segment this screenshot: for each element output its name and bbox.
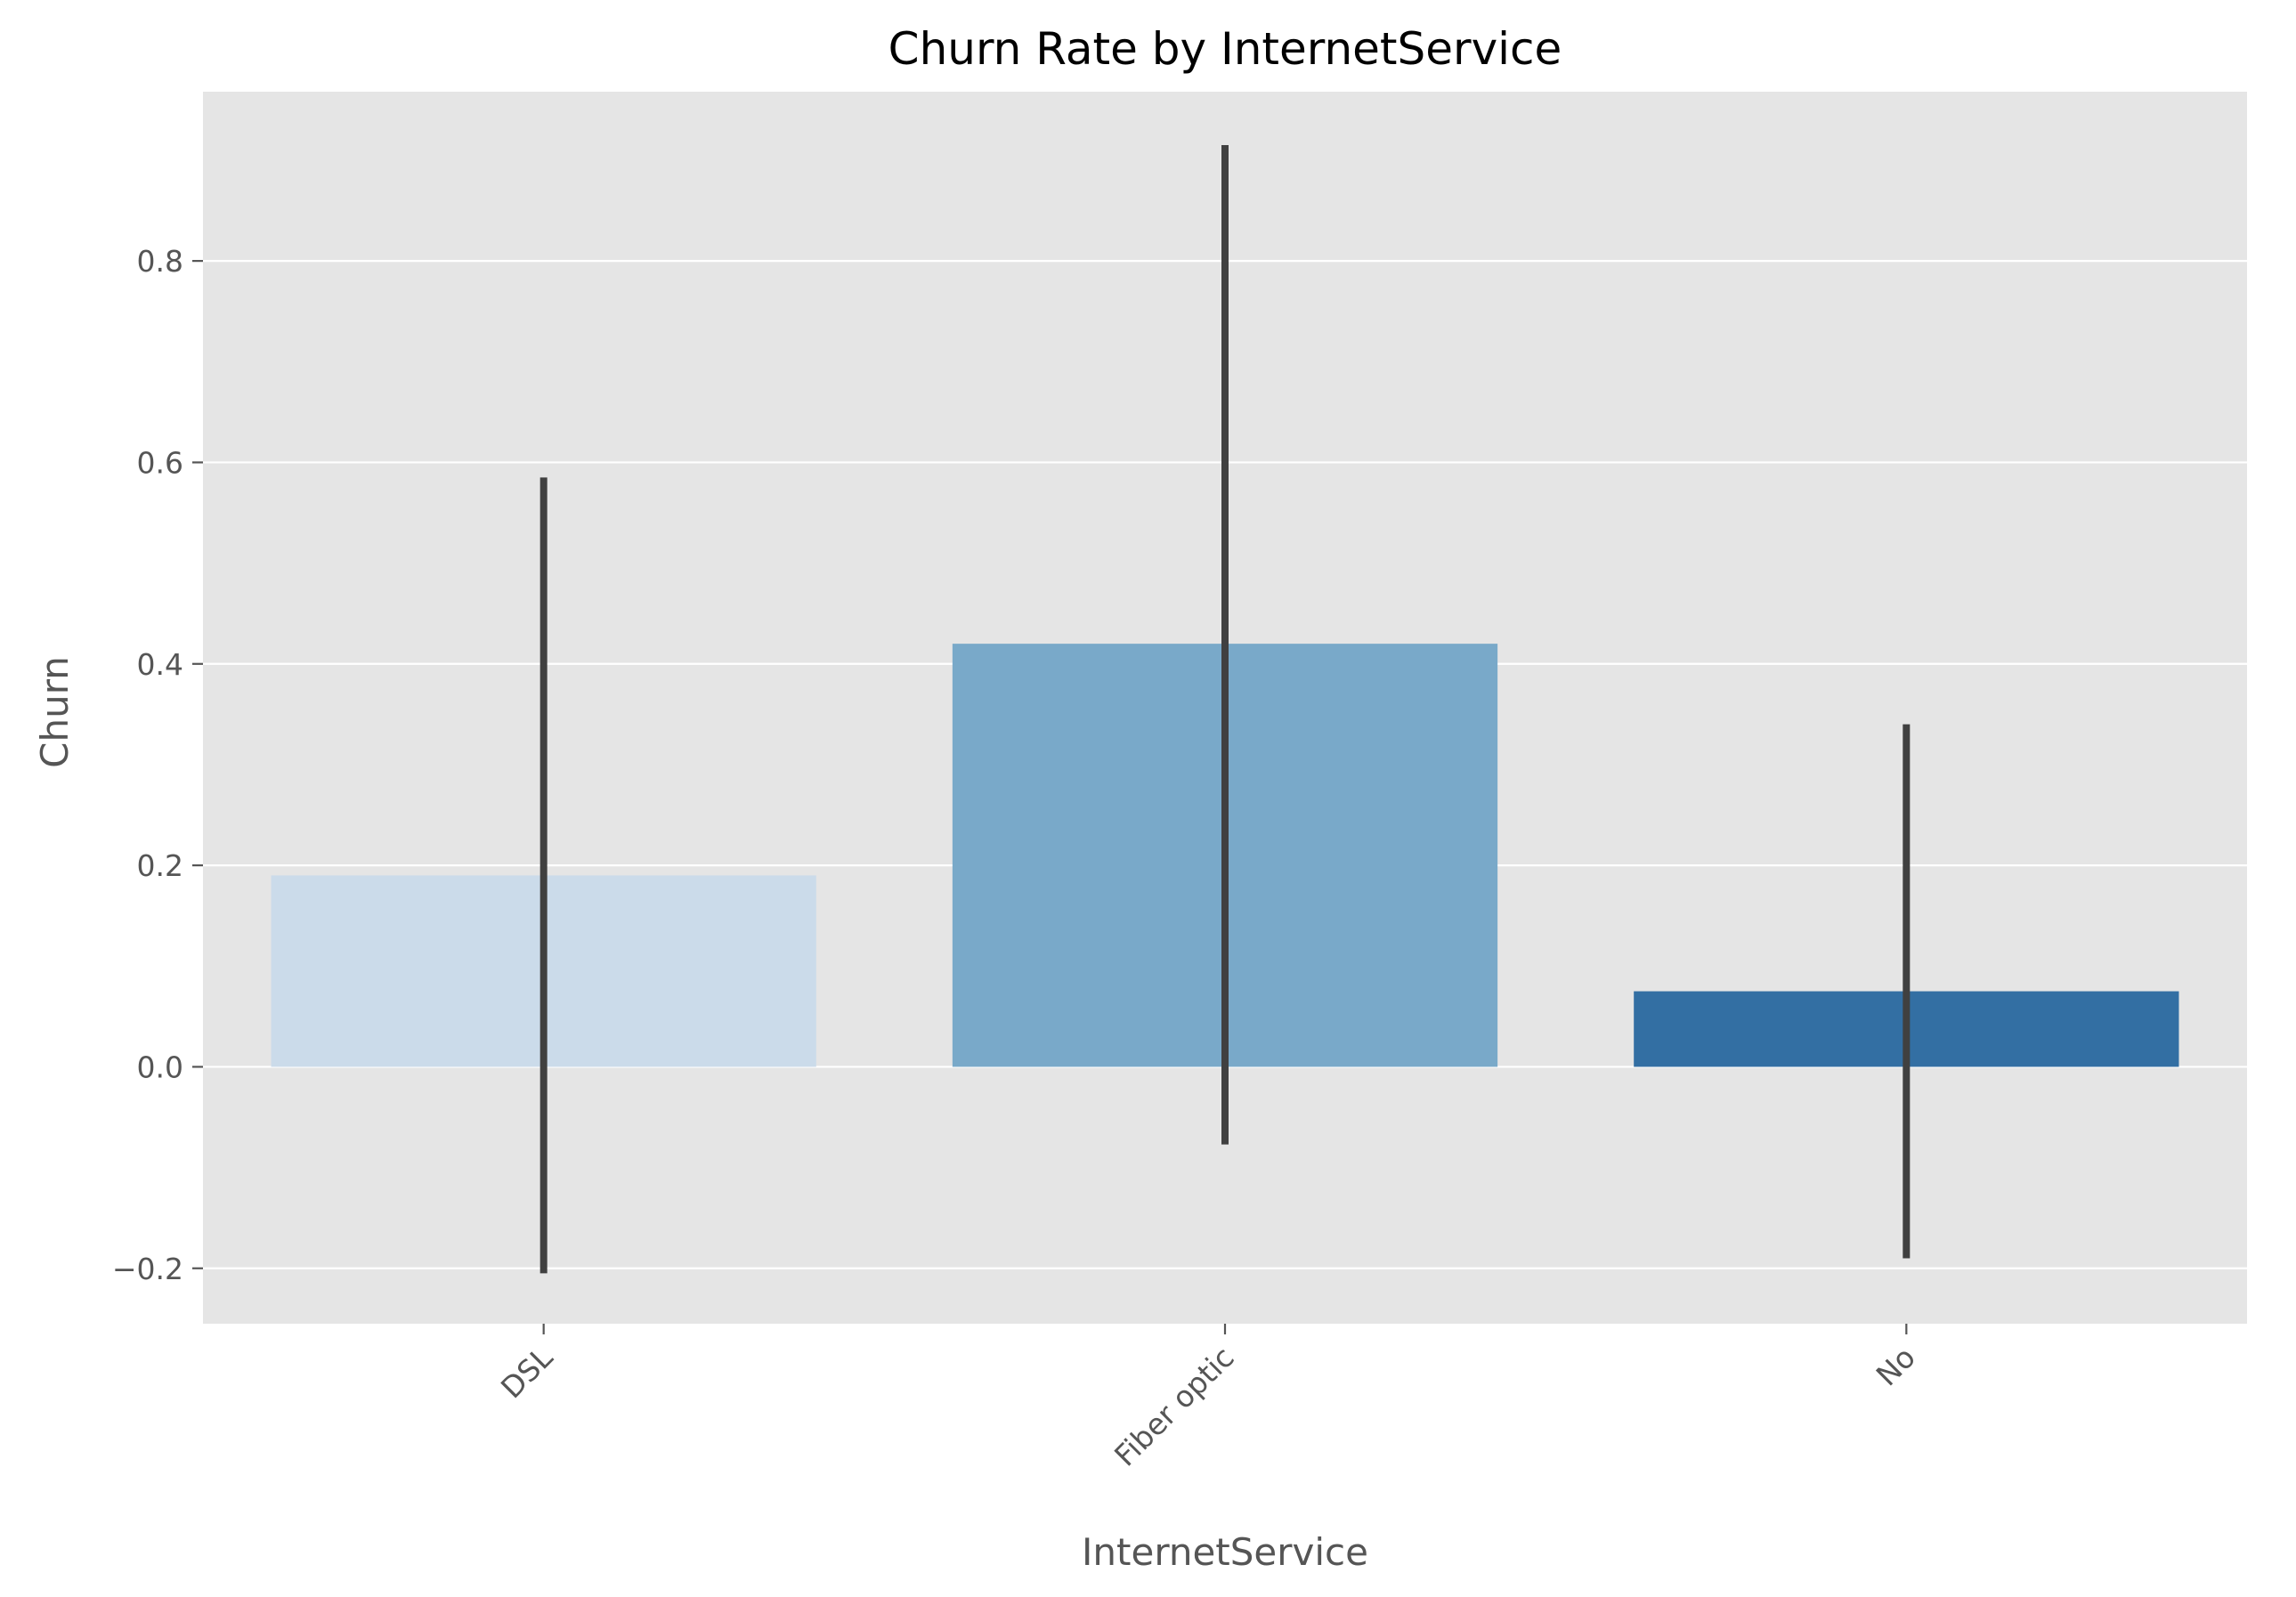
error-bars — [540, 144, 1911, 1274]
y-tick-label: 0.8 — [137, 244, 183, 279]
x-axis-label: InternetService — [1082, 1530, 1368, 1574]
y-tick-label: 0.2 — [137, 848, 183, 883]
y-tick-label: 0.4 — [137, 647, 183, 682]
x-tick-label: Fiber optic — [1107, 1340, 1241, 1473]
x-tick-label: No — [1870, 1340, 1922, 1392]
x-axis-ticks: DSL Fiber optic No — [494, 1324, 1922, 1473]
chart-title: Churn Rate by InternetService — [888, 23, 1562, 75]
y-tick-label: −0.2 — [112, 1252, 183, 1286]
y-tick-label: 0.6 — [137, 445, 183, 480]
y-tick-label: 0.0 — [137, 1050, 183, 1084]
y-axis-ticks: −0.2 0.0 0.2 0.4 0.6 0.8 — [112, 244, 203, 1286]
x-tick-label: DSL — [494, 1340, 560, 1406]
y-axis-label: Churn — [33, 656, 77, 768]
